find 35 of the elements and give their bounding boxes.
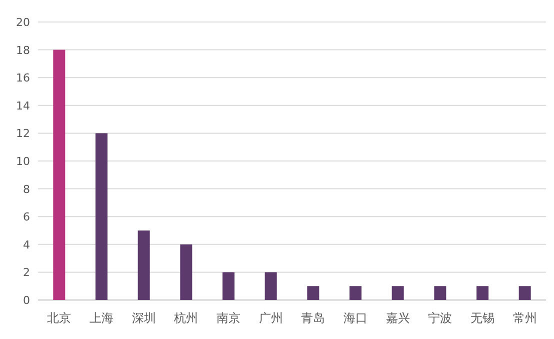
x-tick-label: 北京 — [47, 311, 72, 325]
bar — [96, 133, 108, 300]
y-tick-label: 10 — [16, 155, 30, 168]
x-tick-label: 青岛 — [301, 311, 326, 325]
bar — [392, 286, 404, 300]
bar — [264, 272, 277, 300]
bar — [350, 286, 362, 300]
y-tick-label: 16 — [16, 72, 30, 85]
y-tick-label: 6 — [23, 210, 30, 224]
x-tick-label: 海口 — [344, 311, 368, 325]
bar — [180, 244, 192, 300]
y-tick-label: 18 — [16, 44, 30, 57]
x-tick-label: 常州 — [512, 311, 537, 325]
bar — [138, 230, 150, 300]
y-tick-label: 14 — [16, 99, 30, 112]
x-tick-label: 杭州 — [173, 311, 198, 325]
bar — [476, 286, 488, 300]
x-tick-label: 上海 — [90, 311, 114, 325]
bar — [434, 286, 446, 300]
bar — [307, 286, 320, 300]
y-tick-label: 0 — [23, 294, 30, 307]
y-tick-label: 20 — [16, 16, 30, 29]
x-tick-label: 宁波 — [428, 311, 452, 325]
x-tick-label: 深圳 — [132, 311, 156, 325]
x-tick-label: 嘉兴 — [386, 311, 410, 325]
y-tick-label: 2 — [23, 266, 30, 280]
bar — [53, 50, 66, 300]
x-tick-label: 广州 — [258, 311, 283, 325]
x-tick-label: 南京 — [216, 311, 240, 325]
bar — [222, 272, 234, 300]
x-tick-label: 无锡 — [470, 311, 494, 325]
y-tick-label: 8 — [23, 182, 30, 196]
y-tick-label: 4 — [23, 238, 30, 252]
bar — [518, 286, 531, 300]
y-tick-label: 12 — [16, 127, 30, 140]
